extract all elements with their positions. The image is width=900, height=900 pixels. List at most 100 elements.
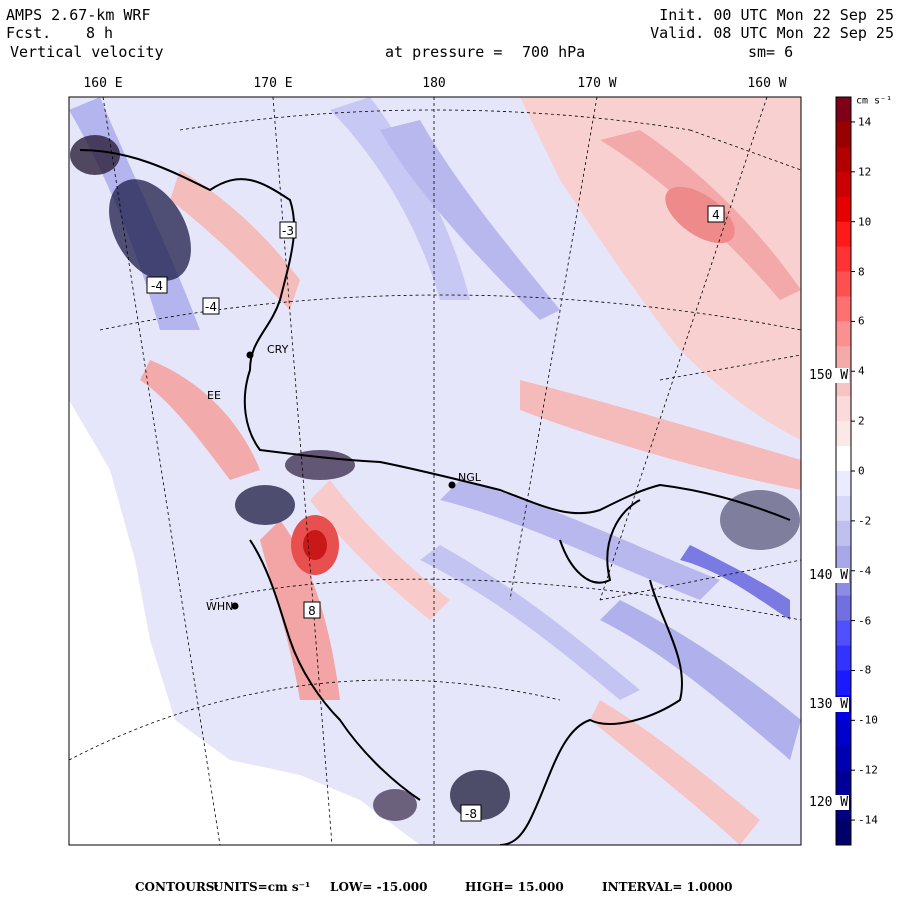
colorbar-swatch	[836, 396, 851, 422]
colorbar-tick-label: 12	[858, 165, 872, 179]
colorbar-tick-label: -6	[858, 614, 872, 628]
station-dot-whn	[231, 602, 239, 610]
colorbar-swatch	[836, 221, 851, 248]
colorbar-tick-label: 8	[858, 265, 865, 279]
terrain-cluster	[720, 490, 800, 550]
footer-interval: INTERVAL= 1.0000	[602, 880, 733, 894]
colorbar-swatch	[836, 620, 851, 647]
ascent-band	[170, 170, 300, 310]
station-label-ngl: NGL	[458, 471, 482, 484]
station-dot-cry	[246, 351, 254, 359]
colorbar-swatch	[836, 421, 851, 447]
colorbar-tick-label: 2	[858, 414, 865, 428]
footer-contours-label: CONTOURS:	[135, 880, 219, 894]
colorbar-swatch	[836, 171, 851, 198]
colorbar-tick-label: 0	[858, 464, 865, 478]
forecast-hour: 8 h	[86, 24, 114, 42]
lat-label-120w: 120 W	[808, 795, 850, 810]
footer-units: UNITS=cm s⁻¹	[213, 880, 311, 894]
terrain-cluster	[235, 485, 295, 525]
station-markers: CRY NGL WHN EE	[206, 343, 482, 613]
init-time: Init. 00 UTC Mon 22 Sep 25	[659, 6, 894, 24]
ascent-band	[140, 360, 260, 480]
colorbar-swatch	[836, 745, 851, 771]
station-label-whn: WHN	[206, 600, 233, 613]
station-dot-ngl	[448, 481, 456, 489]
ascent-band	[310, 480, 450, 620]
colorbar-tick-label: 6	[858, 314, 865, 328]
graticule	[69, 97, 801, 845]
colorbar-tick-label: -12	[858, 763, 878, 777]
colorbar-tick-label: 14	[858, 115, 872, 129]
colorbar-swatch	[836, 97, 851, 123]
footer-high: HIGH= 15.000	[465, 880, 564, 894]
pressure-label: at pressure =	[385, 43, 503, 61]
descent-band	[680, 545, 790, 620]
marker-label: -8	[465, 807, 477, 821]
map-frame	[68, 96, 802, 846]
colorbar-tick-label: 10	[858, 215, 872, 229]
smoothing-value: sm= 6	[748, 43, 794, 61]
lat-label-130w: 130 W	[808, 697, 850, 712]
colorbar-swatch	[836, 121, 851, 148]
lat-label-140w: 140 W	[808, 568, 850, 583]
terrain-cluster	[109, 179, 191, 281]
colorbar-swatch	[836, 271, 851, 297]
ascent-band	[590, 700, 760, 845]
marker-label: 8	[308, 604, 316, 618]
colorbar-tick-label: -10	[858, 713, 878, 727]
colorbar	[836, 97, 855, 846]
ascent-core	[665, 186, 735, 244]
colorbar-swatch	[836, 446, 851, 472]
colorbar-swatch	[836, 645, 851, 671]
forecast-label: Fcst.	[6, 24, 52, 42]
marker-label: -4	[151, 279, 163, 293]
colorbar-swatch	[836, 346, 851, 372]
colorbar-tick-label: -8	[858, 663, 872, 677]
marker-label: -3	[282, 224, 294, 238]
colorbar-tick-label: -4	[858, 564, 872, 578]
field-name: Vertical velocity	[10, 43, 164, 61]
colorbar-swatch	[836, 196, 851, 223]
ascent-region	[520, 97, 801, 440]
coastline	[79, 149, 791, 845]
descent-band	[440, 480, 720, 600]
lat-label-150w: 150 W	[808, 368, 850, 383]
colorbar-swatch	[836, 770, 851, 796]
descent-band	[600, 600, 801, 760]
colorbar-units: cm s⁻¹	[856, 95, 893, 107]
colorbar-swatch	[836, 471, 851, 497]
descent-band	[380, 120, 560, 320]
no-data-region	[69, 400, 420, 845]
colorbar-swatch	[836, 246, 851, 273]
terrain-cluster	[70, 135, 120, 175]
colorbar-swatch	[836, 146, 851, 173]
map-field: 4 -4 -4 -3 8 -8 CRY NGL WHN EE	[69, 97, 801, 845]
descent-band	[420, 545, 640, 700]
ascent-band	[520, 380, 801, 490]
lon-label-170w: 170 W	[577, 76, 617, 91]
colorbar-swatch	[836, 720, 851, 746]
marker-label: 4	[712, 208, 720, 222]
lon-label-180: 180	[422, 76, 446, 91]
footer-low: LOW= -15.000	[330, 880, 428, 894]
colorbar-swatch	[836, 495, 851, 522]
colorbar-swatch	[836, 296, 851, 322]
pressure-value: 700 hPa	[522, 43, 586, 61]
marker-label: -4	[205, 300, 217, 314]
lon-label-160e: 160 E	[83, 76, 123, 91]
colorbar-frame	[835, 96, 852, 846]
valid-time: Valid. 08 UTC Mon 22 Sep 25	[650, 24, 894, 42]
station-label-cry: CRY	[267, 343, 289, 356]
station-label-ee: EE	[207, 389, 221, 402]
colorbar-tick-label: -14	[858, 813, 878, 827]
terrain-cluster	[285, 450, 355, 480]
strong-ascent-core	[303, 530, 327, 560]
model-title: AMPS 2.67-km WRF	[6, 6, 151, 24]
colorbar-tick-label: 4	[858, 364, 865, 378]
descent-band	[330, 97, 470, 300]
colorbar-swatch	[836, 670, 851, 696]
lon-label-170e: 170 E	[253, 76, 293, 91]
colorbar-swatch	[836, 321, 851, 347]
